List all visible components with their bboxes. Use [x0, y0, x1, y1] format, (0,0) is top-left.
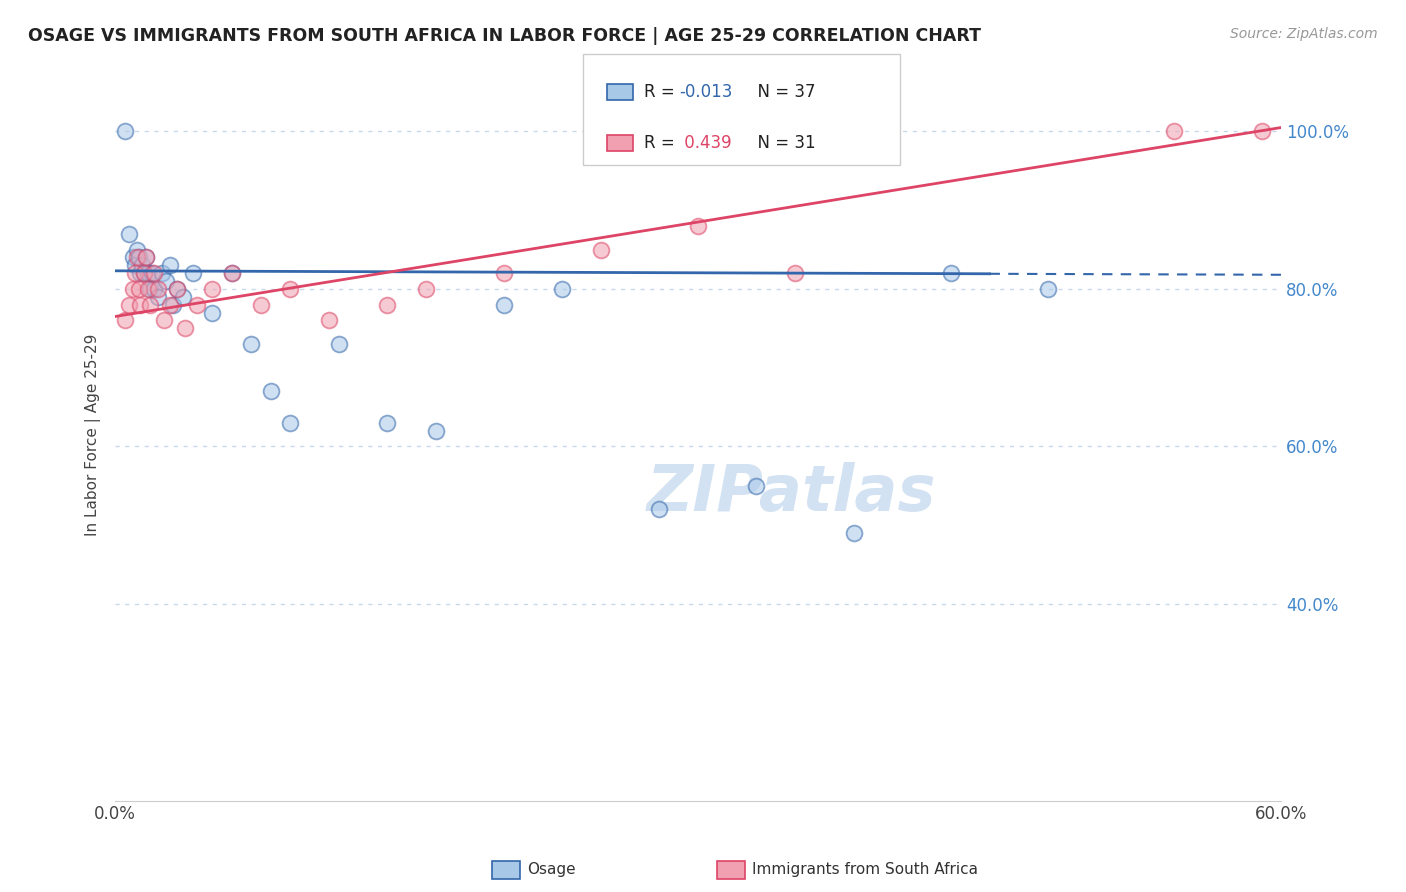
- Point: [146, 290, 169, 304]
- Point: [174, 321, 197, 335]
- Point: [686, 219, 709, 233]
- Point: [121, 282, 143, 296]
- Point: [143, 282, 166, 296]
- Point: [162, 298, 184, 312]
- Text: Immigrants from South Africa: Immigrants from South Africa: [752, 863, 979, 877]
- Point: [152, 313, 174, 327]
- Point: [259, 384, 281, 399]
- Point: [118, 298, 141, 312]
- Point: [551, 282, 574, 296]
- Point: [745, 479, 768, 493]
- Point: [375, 416, 398, 430]
- Point: [250, 298, 273, 312]
- Text: ZIPatlas: ZIPatlas: [647, 462, 936, 524]
- Point: [135, 251, 157, 265]
- Point: [141, 266, 163, 280]
- Y-axis label: In Labor Force | Age 25-29: In Labor Force | Age 25-29: [86, 334, 101, 536]
- Text: R =: R =: [644, 83, 681, 101]
- Point: [143, 266, 166, 280]
- Point: [124, 266, 146, 280]
- Point: [125, 251, 148, 265]
- Point: [114, 124, 136, 138]
- Point: [114, 313, 136, 327]
- Text: N = 31: N = 31: [747, 134, 815, 152]
- Point: [139, 298, 162, 312]
- Point: [425, 424, 447, 438]
- Point: [150, 266, 173, 280]
- Point: [181, 266, 204, 280]
- Text: -0.013: -0.013: [679, 83, 733, 101]
- Point: [240, 337, 263, 351]
- Point: [415, 282, 437, 296]
- Point: [1250, 124, 1272, 138]
- Point: [146, 282, 169, 296]
- Point: [131, 258, 153, 272]
- Point: [155, 274, 177, 288]
- Point: [118, 227, 141, 241]
- Point: [278, 416, 301, 430]
- Point: [842, 525, 865, 540]
- Point: [492, 298, 515, 312]
- Point: [159, 258, 181, 272]
- Text: Osage: Osage: [527, 863, 576, 877]
- Text: R =: R =: [644, 134, 681, 152]
- Text: N = 37: N = 37: [747, 83, 815, 101]
- Point: [136, 282, 159, 296]
- Point: [136, 266, 159, 280]
- Point: [328, 337, 350, 351]
- Point: [129, 298, 152, 312]
- Point: [166, 282, 188, 296]
- Point: [1036, 282, 1059, 296]
- Point: [135, 251, 157, 265]
- Point: [939, 266, 962, 280]
- Point: [139, 282, 162, 296]
- Point: [128, 282, 150, 296]
- Point: [492, 266, 515, 280]
- Point: [1163, 124, 1185, 138]
- Text: Source: ZipAtlas.com: Source: ZipAtlas.com: [1230, 27, 1378, 41]
- Point: [221, 266, 243, 280]
- Point: [221, 266, 243, 280]
- Point: [125, 243, 148, 257]
- Point: [318, 313, 340, 327]
- Text: OSAGE VS IMMIGRANTS FROM SOUTH AFRICA IN LABOR FORCE | AGE 25-29 CORRELATION CHA: OSAGE VS IMMIGRANTS FROM SOUTH AFRICA IN…: [28, 27, 981, 45]
- Point: [785, 266, 807, 280]
- Point: [648, 502, 671, 516]
- Point: [278, 282, 301, 296]
- Point: [124, 258, 146, 272]
- Point: [172, 290, 194, 304]
- Point: [128, 251, 150, 265]
- Point: [121, 251, 143, 265]
- Point: [375, 298, 398, 312]
- Point: [166, 282, 188, 296]
- Point: [134, 266, 156, 280]
- Point: [129, 266, 152, 280]
- Point: [201, 305, 224, 319]
- Point: [186, 298, 208, 312]
- Point: [134, 266, 156, 280]
- Point: [589, 243, 612, 257]
- Text: 0.439: 0.439: [679, 134, 731, 152]
- Point: [159, 298, 181, 312]
- Point: [201, 282, 224, 296]
